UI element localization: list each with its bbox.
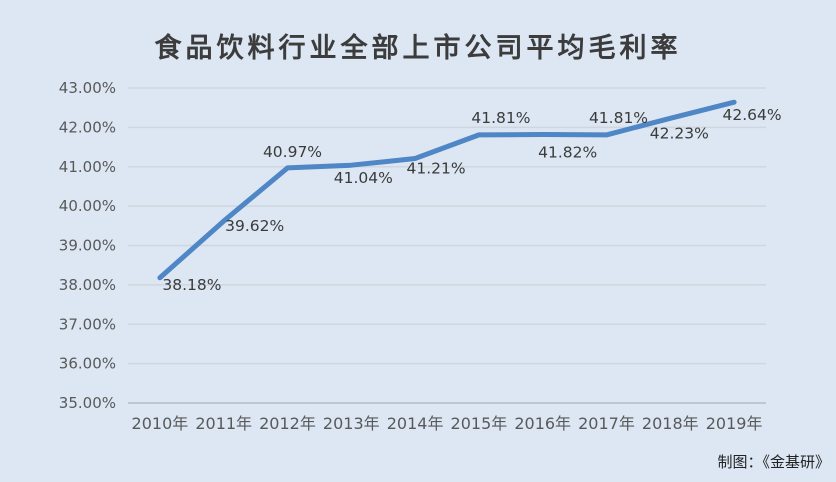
x-tick-label: 2016年 — [514, 414, 571, 433]
x-tick-label: 2011年 — [195, 414, 252, 433]
data-label: 39.62% — [225, 217, 284, 235]
y-tick-label: 41.00% — [59, 158, 116, 176]
x-tick-label: 2012年 — [259, 414, 316, 433]
y-tick-label: 42.00% — [59, 118, 116, 136]
data-label: 40.97% — [263, 143, 322, 161]
x-tick-label: 2014年 — [387, 414, 444, 433]
chart-title: 食品饮料行业全部上市公司平均毛利率 — [154, 33, 682, 64]
data-label: 41.82% — [538, 143, 597, 161]
data-label: 41.21% — [407, 159, 466, 177]
data-label: 42.64% — [723, 106, 782, 124]
series-line — [157, 99, 737, 281]
data-label: 38.18% — [162, 276, 221, 294]
x-tick-label: 2017年 — [578, 414, 635, 433]
y-tick-label: 40.00% — [59, 197, 116, 215]
x-tick-label: 2010年 — [132, 414, 189, 433]
y-tick-label: 35.00% — [59, 394, 116, 412]
y-tick-label: 39.00% — [59, 237, 116, 255]
data-label: 41.04% — [334, 169, 393, 187]
data-label: 41.81% — [471, 109, 530, 127]
credit-text: 制图：《金基研》 — [717, 453, 830, 471]
data-label: 41.81% — [589, 109, 648, 127]
x-tick-label: 2019年 — [706, 414, 763, 433]
y-tick-label: 38.00% — [59, 276, 116, 294]
y-tick-label: 37.00% — [59, 315, 116, 333]
x-tick-label: 2013年 — [323, 414, 380, 433]
x-tick-label: 2018年 — [642, 414, 699, 433]
y-tick-label: 36.00% — [59, 355, 116, 373]
data-label: 42.23% — [650, 124, 709, 142]
x-tick-label: 2015年 — [451, 414, 508, 433]
y-tick-label: 43.00% — [59, 79, 116, 97]
